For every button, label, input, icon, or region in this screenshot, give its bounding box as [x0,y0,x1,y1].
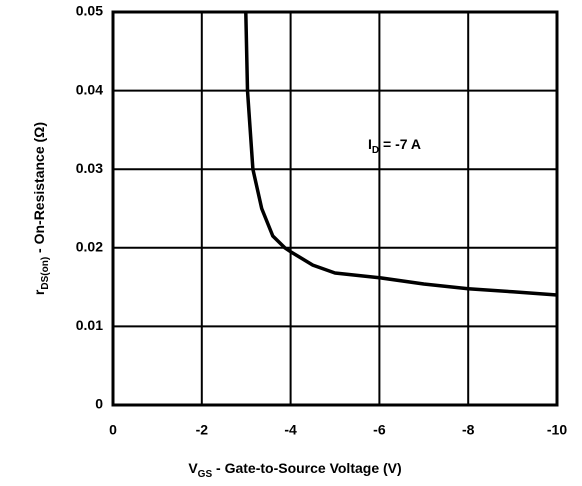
y-axis-label-part: - On-Resistance (Ω) [31,122,47,257]
plot-frame [111,10,559,407]
annotation-part: I [368,136,372,152]
x-tick-label: -6 [373,422,386,438]
x-tick-label: -4 [284,422,297,438]
y-tick-label: 0.03 [76,160,103,176]
x-axis-label: VGS - Gate-to-Source Voltage (V) [188,460,401,480]
x-tick-label: 0 [109,422,117,438]
y-axis-label-part: DS(on) [40,257,51,290]
y-tick-label: 0.05 [76,3,103,19]
y-axis-label-part: r [31,289,47,295]
annotation: ID = -7 A [368,136,421,156]
y-tick-label: 0.02 [76,239,103,255]
x-axis-label-part: V [188,460,198,476]
annotation-part: = -7 A [379,136,421,152]
y-tick-label: 0.04 [76,81,103,97]
x-axis-label-part: - Gate-to-Source Voltage (V) [212,460,402,476]
curve [244,11,558,297]
annotation-part: D [372,145,379,156]
x-tick-label: -2 [196,422,209,438]
y-axis-label-group: rDS(on) - On-Resistance (Ω) [31,122,51,295]
y-tick-label: 0 [95,396,103,412]
y-tick-label: 0.01 [76,317,103,333]
y-axis-label: rDS(on) - On-Resistance (Ω) [31,122,51,295]
x-tick-label: -8 [462,422,475,438]
x-axis-label-part: GS [198,469,213,480]
x-tick-label: -10 [547,422,567,438]
